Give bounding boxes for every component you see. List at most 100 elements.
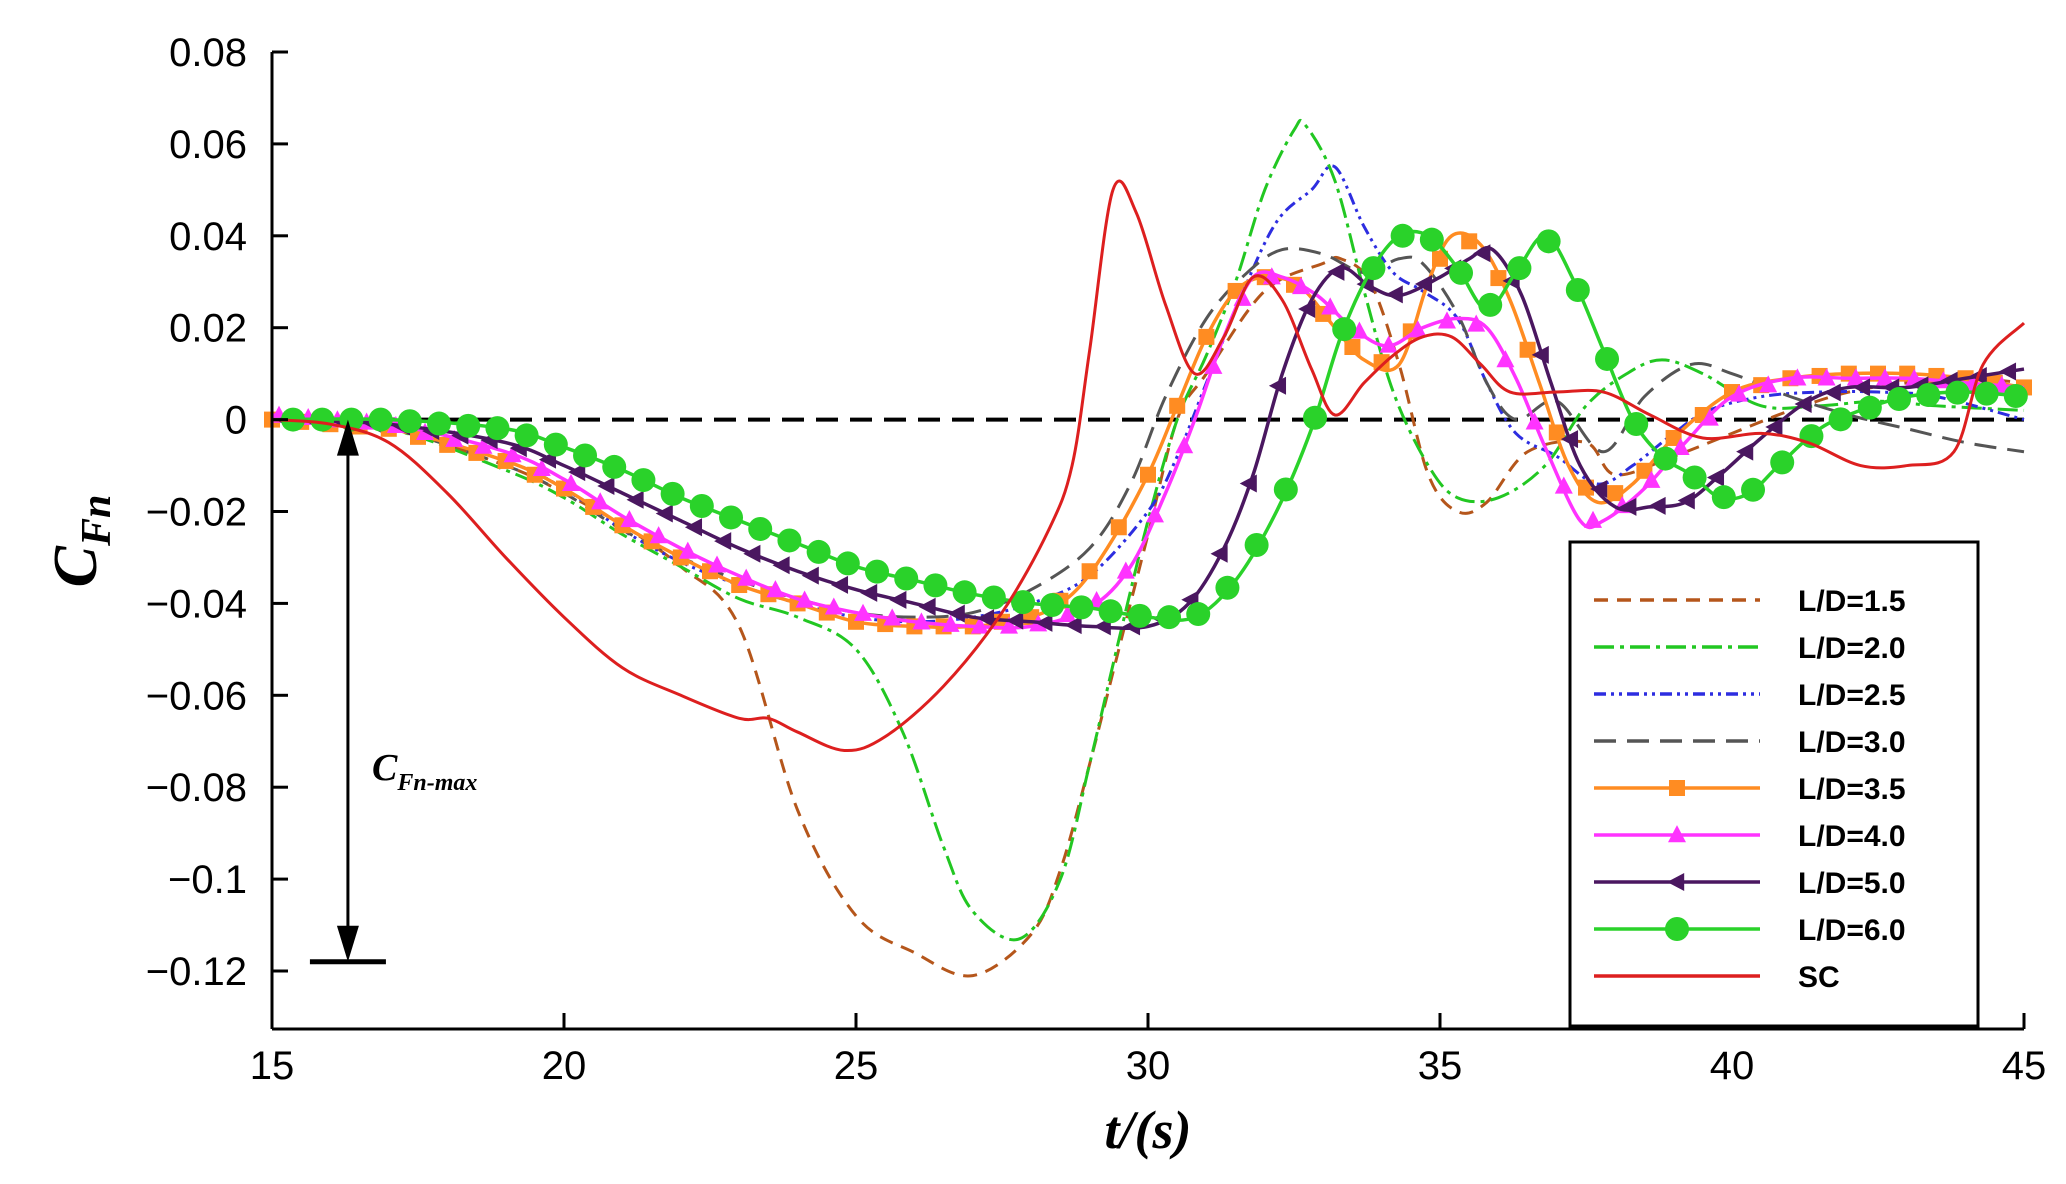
series-marker [1186, 602, 1211, 627]
annotation-arrow-up [336, 419, 359, 456]
legend-label: L/D=6.0 [1798, 914, 1906, 947]
series-marker [339, 407, 364, 432]
series-line [271, 118, 2025, 942]
series-marker [1140, 466, 1156, 483]
series-marker [1669, 780, 1685, 796]
series-marker [660, 481, 685, 506]
legend-label: L/D=1.5 [1798, 585, 1906, 618]
series-marker [562, 473, 581, 491]
series-marker [1327, 262, 1345, 281]
series-marker [889, 590, 907, 609]
series-marker [1292, 277, 1311, 295]
series-marker [1788, 368, 1807, 386]
series-marker [368, 407, 393, 432]
series-marker [1268, 376, 1287, 395]
series-marker [1794, 394, 1812, 413]
y-axis-title-main: C [42, 545, 110, 587]
y-tick-label: 0.08 [169, 31, 247, 75]
series-marker [1432, 250, 1448, 267]
series-marker [1648, 496, 1666, 515]
series-marker [772, 556, 790, 575]
series-marker [1560, 430, 1579, 449]
legend-item: L/D=6.0 [1594, 914, 1906, 947]
y-tick-label: 0.06 [169, 123, 247, 167]
series-marker [1876, 368, 1895, 386]
series-marker [1736, 442, 1754, 461]
series-marker [923, 573, 948, 598]
series-marker [1817, 368, 1836, 386]
series-marker [1852, 378, 1871, 397]
series-marker [543, 432, 568, 457]
series-marker [1916, 382, 1941, 407]
series-marker [1244, 532, 1269, 557]
series-line [271, 255, 2025, 978]
y-axis-title-sub: Fn [74, 495, 120, 547]
y-tick-label: −0.12 [146, 950, 247, 994]
series-marker [1548, 424, 1565, 441]
series-marker [1595, 346, 1620, 371]
series-marker [1040, 593, 1065, 618]
x-tick-label: 15 [250, 1044, 295, 1088]
series-marker [1467, 314, 1486, 332]
series-marker [1035, 613, 1053, 632]
series-marker [684, 518, 703, 537]
y-tick-label: −0.08 [146, 766, 247, 810]
series-marker [1204, 356, 1223, 374]
legend-item: L/D=3.0 [1594, 726, 1906, 759]
annotation-label: CFn-max [372, 747, 477, 796]
series-marker [1759, 375, 1778, 393]
series-marker [1619, 497, 1637, 516]
series-marker [1303, 405, 1328, 430]
x-tick-label: 25 [834, 1044, 879, 1088]
series-marker [1554, 476, 1573, 494]
series-marker [941, 614, 960, 632]
series-marker [830, 575, 849, 594]
series-marker [1198, 328, 1215, 345]
series-marker [1098, 599, 1123, 624]
series-marker [1857, 395, 1882, 420]
legend-item: L/D=5.0 [1594, 867, 1906, 900]
legend-item: L/D=1.5 [1594, 585, 1906, 618]
series-marker [1321, 297, 1340, 315]
x-tick-label: 20 [542, 1044, 587, 1088]
series-marker [620, 510, 639, 528]
series-marker [602, 454, 627, 479]
series-marker [1110, 519, 1127, 536]
series-marker [1298, 299, 1316, 318]
series-marker [2003, 383, 2028, 408]
series-marker [719, 505, 744, 530]
series-marker [1741, 477, 1766, 502]
series-marker [1239, 474, 1257, 493]
y-axis-title: CFn [42, 495, 120, 588]
series-marker [1665, 429, 1682, 446]
series-marker [860, 583, 878, 602]
x-tick-label: 35 [1418, 1044, 1463, 1088]
series-marker [748, 516, 773, 541]
y-tick-label: −0.04 [146, 582, 247, 626]
series-marker [1473, 244, 1491, 263]
series-marker [1081, 563, 1098, 580]
series-marker [1496, 350, 1515, 368]
series-marker [835, 551, 860, 576]
series-marker [568, 463, 586, 482]
series-layer [264, 118, 2032, 978]
legend-label: L/D=3.5 [1798, 773, 1906, 806]
series-marker [1519, 341, 1536, 358]
series-marker [865, 559, 890, 584]
legend-label: L/D=3.0 [1798, 726, 1906, 759]
legend: L/D=1.5 L/D=2.0 L/D=2.5 L/D=3.0 L/D=3.5 L/D=4… [1568, 540, 1980, 1028]
series-marker [1175, 436, 1194, 454]
series-marker [591, 492, 610, 510]
y-tick-label: −0.02 [146, 491, 247, 535]
series-marker [1770, 450, 1795, 475]
series-marker [597, 476, 615, 495]
series-marker [1665, 917, 1689, 941]
series-marker [1636, 462, 1653, 479]
series-marker [824, 597, 843, 615]
series-marker [1215, 575, 1240, 600]
series-marker [649, 526, 668, 544]
x-tick-label: 45 [2002, 1044, 2047, 1088]
annotation-label-sub: Fn-max [396, 770, 477, 796]
series-marker [976, 609, 995, 628]
series-marker [1963, 373, 1982, 391]
